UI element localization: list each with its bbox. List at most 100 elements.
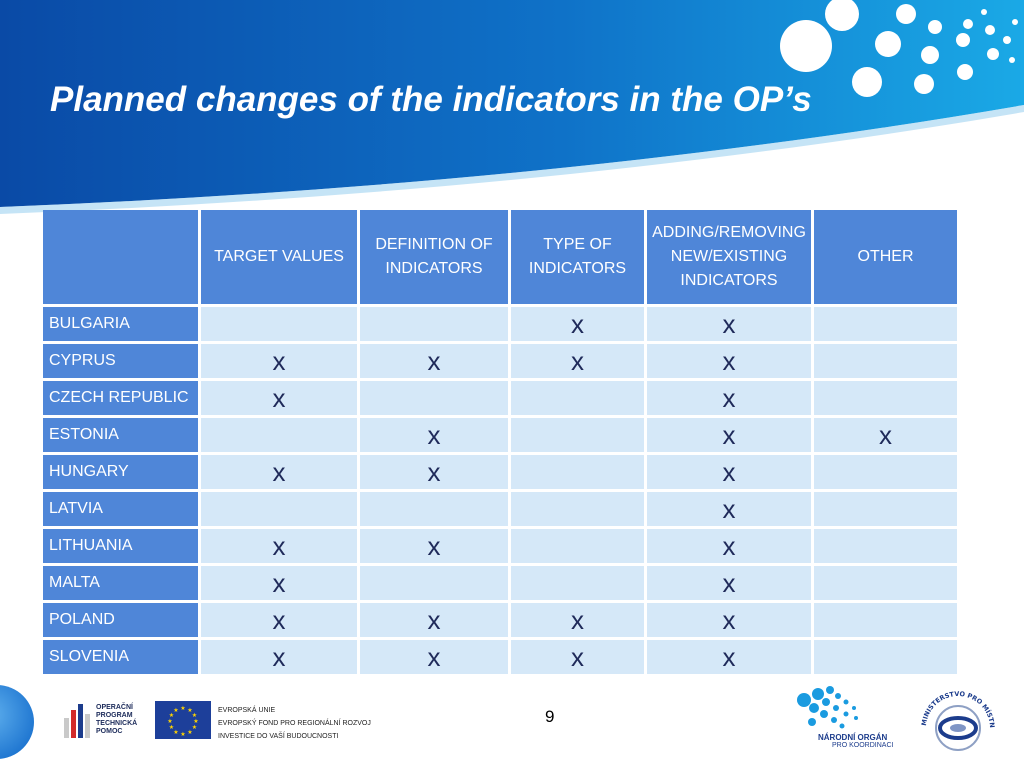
definition-cell (360, 381, 508, 415)
type-cell (511, 418, 644, 452)
slide-title: Planned changes of the indicators in the… (50, 80, 812, 119)
eu-flag-icon: ★ ★★ ★★★ ★★★ ★★★ (155, 701, 211, 739)
country-cell: BULGARIA (43, 307, 198, 341)
adding-removing-cell: x (647, 492, 811, 526)
target-values-cell: x (201, 344, 357, 378)
target-values-cell: x (201, 381, 357, 415)
table-row: CYPRUS x x x x (43, 344, 957, 378)
definition-cell: x (360, 418, 508, 452)
type-cell: x (511, 603, 644, 637)
optp-bars-icon (64, 704, 90, 738)
svg-text:★: ★ (180, 705, 185, 712)
svg-text:★: ★ (187, 729, 192, 736)
header-other: OTHER (814, 210, 957, 304)
adding-removing-cell: x (647, 529, 811, 563)
target-values-cell: x (201, 566, 357, 600)
country-cell: LATVIA (43, 492, 198, 526)
adding-removing-cell: x (647, 455, 811, 489)
table-row: BULGARIA x x (43, 307, 957, 341)
svg-text:★: ★ (173, 729, 178, 736)
table-header-row: TARGET VALUES DEFINITION OF INDICATORS T… (43, 210, 957, 304)
adding-removing-cell: x (647, 603, 811, 637)
definition-cell (360, 492, 508, 526)
table-row: POLAND x x x x (43, 603, 957, 637)
type-cell (511, 566, 644, 600)
table-row: CZECH REPUBLIC x x (43, 381, 957, 415)
table-row: SLOVENIA x x x x (43, 640, 957, 674)
nok-subtitle: PRO KOORDINACI (832, 742, 894, 749)
other-cell (814, 381, 957, 415)
country-cell: LITHUANIA (43, 529, 198, 563)
svg-text:★: ★ (180, 731, 185, 738)
adding-removing-cell: x (647, 418, 811, 452)
nok-logo-icon (797, 686, 858, 729)
svg-text:★: ★ (173, 707, 178, 714)
definition-cell: x (360, 640, 508, 674)
other-cell (814, 640, 957, 674)
svg-text:★: ★ (169, 724, 174, 731)
definition-cell: x (360, 603, 508, 637)
optp-line: PROGRAM (96, 712, 133, 719)
adding-removing-cell: x (647, 640, 811, 674)
target-values-cell: x (201, 529, 357, 563)
definition-cell: x (360, 344, 508, 378)
type-cell: x (511, 344, 644, 378)
optp-line: TECHNICKÁ (96, 720, 138, 727)
target-values-cell (201, 418, 357, 452)
page-number: 9 (545, 707, 555, 726)
optp-line: POMOC (96, 728, 123, 735)
other-cell (814, 566, 957, 600)
adding-removing-cell: x (647, 381, 811, 415)
indicators-table: TARGET VALUES DEFINITION OF INDICATORS T… (40, 207, 960, 677)
definition-cell: x (360, 529, 508, 563)
svg-text:★: ★ (192, 724, 197, 731)
definition-cell: x (360, 455, 508, 489)
country-cell: SLOVENIA (43, 640, 198, 674)
header-country (43, 210, 198, 304)
country-cell: CZECH REPUBLIC (43, 381, 198, 415)
other-cell (814, 492, 957, 526)
target-values-cell: x (201, 455, 357, 489)
adding-removing-cell: x (647, 344, 811, 378)
header-adding-removing-indicators: ADDING/REMOVING NEW/EXISTING INDICATORS (647, 210, 811, 304)
target-values-cell: x (201, 603, 357, 637)
type-cell (511, 455, 644, 489)
header-definition-of-indicators: DEFINITION OF INDICATORS (360, 210, 508, 304)
definition-cell (360, 566, 508, 600)
table-row: LITHUANIA x x x (43, 529, 957, 563)
type-cell (511, 529, 644, 563)
other-cell (814, 603, 957, 637)
table-row: ESTONIA x x x (43, 418, 957, 452)
svg-text:★: ★ (169, 712, 174, 719)
header-banner (0, 0, 1024, 214)
other-cell (814, 307, 957, 341)
country-cell: POLAND (43, 603, 198, 637)
eu-text: EVROPSKÁ UNIE EVROPSKÝ FOND PRO REGIONÁL… (218, 704, 371, 743)
decorative-circle (0, 685, 34, 759)
nok-title: NÁRODNÍ ORGÁN (818, 733, 888, 742)
ministry-logo-icon: MINISTERSTVO PRO MÍSTNÍ ROZVOJ (918, 688, 996, 751)
optp-text: OPERAČNÍ PROGRAM TECHNICKÁ POMOC (96, 704, 156, 736)
table-row: HUNGARY x x x (43, 455, 957, 489)
other-cell: x (814, 418, 957, 452)
header-type-of-indicators: TYPE OF INDICATORS (511, 210, 644, 304)
table-row: LATVIA x (43, 492, 957, 526)
country-cell: HUNGARY (43, 455, 198, 489)
type-cell: x (511, 307, 644, 341)
header-target-values: TARGET VALUES (201, 210, 357, 304)
svg-text:★: ★ (192, 712, 197, 719)
table-row: MALTA x x (43, 566, 957, 600)
definition-cell (360, 307, 508, 341)
target-values-cell (201, 307, 357, 341)
eu-line: EVROPSKÝ FOND PRO REGIONÁLNÍ ROZVOJ (218, 720, 371, 727)
svg-text:★: ★ (167, 718, 172, 725)
other-cell (814, 344, 957, 378)
adding-removing-cell: x (647, 307, 811, 341)
svg-text:★: ★ (193, 718, 198, 725)
other-cell (814, 529, 957, 563)
svg-text:★: ★ (187, 707, 192, 714)
adding-removing-cell: x (647, 566, 811, 600)
target-values-cell: x (201, 640, 357, 674)
country-cell: ESTONIA (43, 418, 198, 452)
eu-line: INVESTICE DO VAŠÍ BUDOUCNOSTI (218, 733, 339, 740)
